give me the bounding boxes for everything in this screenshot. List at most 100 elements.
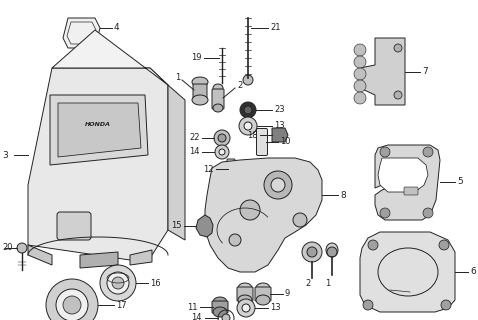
Ellipse shape (326, 243, 338, 257)
Circle shape (293, 213, 307, 227)
Text: 13: 13 (270, 303, 281, 313)
Circle shape (222, 314, 230, 320)
Circle shape (264, 171, 292, 199)
Circle shape (380, 208, 390, 218)
Circle shape (100, 265, 136, 301)
Text: 2: 2 (305, 278, 311, 287)
Circle shape (439, 240, 449, 250)
Circle shape (112, 277, 124, 289)
FancyBboxPatch shape (257, 129, 268, 156)
Text: 14: 14 (192, 314, 202, 320)
Text: 10: 10 (280, 138, 291, 147)
FancyBboxPatch shape (212, 89, 224, 109)
Circle shape (327, 247, 337, 257)
Ellipse shape (213, 104, 223, 112)
Circle shape (271, 178, 285, 192)
Circle shape (423, 208, 433, 218)
Polygon shape (196, 215, 213, 237)
Polygon shape (28, 68, 168, 260)
Text: 16: 16 (150, 278, 161, 287)
Circle shape (56, 289, 88, 320)
Circle shape (240, 200, 260, 220)
Polygon shape (360, 232, 455, 312)
Circle shape (215, 145, 229, 159)
Text: 12: 12 (204, 164, 214, 173)
Ellipse shape (256, 283, 270, 293)
Polygon shape (378, 158, 428, 192)
Circle shape (229, 234, 241, 246)
Text: 17: 17 (116, 300, 127, 309)
FancyBboxPatch shape (237, 287, 253, 301)
Text: 23: 23 (274, 106, 284, 115)
Text: 19: 19 (192, 53, 202, 62)
Circle shape (423, 147, 433, 157)
Circle shape (380, 147, 390, 157)
Circle shape (237, 299, 255, 317)
Polygon shape (80, 252, 118, 268)
Text: 7: 7 (422, 68, 428, 76)
Circle shape (354, 80, 366, 92)
Text: 9: 9 (285, 290, 290, 299)
Circle shape (354, 68, 366, 80)
FancyBboxPatch shape (193, 84, 207, 100)
Text: 14: 14 (189, 148, 200, 156)
Circle shape (242, 304, 250, 312)
Ellipse shape (192, 95, 208, 105)
Polygon shape (63, 18, 100, 48)
Text: 13: 13 (274, 122, 284, 131)
Polygon shape (358, 38, 405, 105)
Circle shape (354, 92, 366, 104)
Text: 11: 11 (187, 302, 198, 311)
Polygon shape (272, 128, 288, 142)
Circle shape (243, 75, 253, 85)
Ellipse shape (256, 295, 270, 305)
Text: 5: 5 (457, 178, 463, 187)
Circle shape (214, 130, 230, 146)
Polygon shape (28, 245, 52, 265)
FancyBboxPatch shape (57, 212, 91, 240)
Text: 15: 15 (172, 221, 182, 230)
Circle shape (219, 149, 225, 155)
Circle shape (46, 279, 98, 320)
Circle shape (368, 240, 378, 250)
Circle shape (302, 242, 322, 262)
Circle shape (354, 56, 366, 68)
Circle shape (63, 296, 81, 314)
FancyBboxPatch shape (227, 159, 235, 179)
Ellipse shape (238, 295, 252, 305)
Circle shape (244, 106, 252, 114)
Ellipse shape (213, 84, 223, 92)
Polygon shape (50, 95, 148, 165)
Circle shape (107, 272, 129, 294)
Circle shape (244, 122, 252, 130)
Ellipse shape (213, 307, 227, 317)
Text: 2: 2 (237, 82, 242, 91)
Text: 18: 18 (248, 131, 258, 140)
Circle shape (363, 300, 373, 310)
Circle shape (354, 44, 366, 56)
Text: 22: 22 (189, 133, 200, 142)
Polygon shape (205, 158, 322, 272)
Polygon shape (58, 103, 141, 157)
Ellipse shape (238, 283, 252, 293)
Text: 6: 6 (470, 268, 476, 276)
Circle shape (17, 243, 27, 253)
Text: 20: 20 (2, 244, 12, 252)
Text: 4: 4 (114, 23, 120, 33)
Text: 1: 1 (326, 278, 331, 287)
FancyBboxPatch shape (404, 187, 418, 195)
Circle shape (239, 117, 257, 135)
Polygon shape (168, 85, 185, 240)
Ellipse shape (192, 77, 208, 87)
Circle shape (307, 247, 317, 257)
Circle shape (441, 300, 451, 310)
Circle shape (394, 91, 402, 99)
Polygon shape (130, 250, 152, 265)
Circle shape (218, 134, 226, 142)
Text: 3: 3 (2, 150, 8, 159)
Circle shape (240, 102, 256, 118)
Polygon shape (52, 30, 168, 85)
FancyBboxPatch shape (255, 287, 271, 301)
Polygon shape (375, 145, 440, 220)
Text: HONDA: HONDA (85, 123, 111, 127)
